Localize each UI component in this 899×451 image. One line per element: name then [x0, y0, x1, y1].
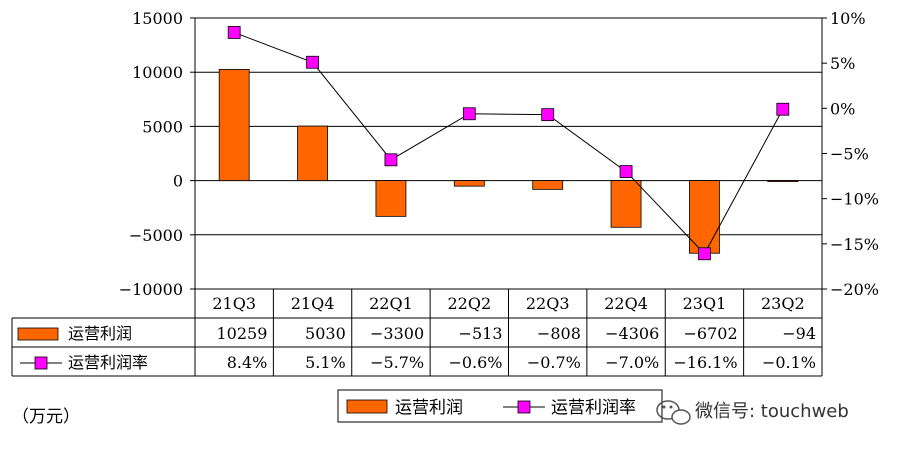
marker-21Q3	[227, 26, 241, 39]
axes	[190, 17, 827, 290]
marker-22Q2	[462, 107, 476, 121]
table-cell: −0.6%	[448, 353, 502, 372]
legend-marker-swatch	[517, 400, 531, 414]
row-label: 运营利润率	[68, 353, 148, 372]
bar-23Q2	[767, 180, 799, 183]
table-cell: −16.1%	[673, 353, 737, 372]
category-label: 21Q4	[291, 294, 335, 313]
category-label: 22Q1	[369, 294, 413, 313]
table-cell: −0.7%	[527, 353, 581, 372]
table-cell: −0.1%	[762, 353, 816, 372]
category-label: 23Q1	[683, 294, 727, 313]
table-cell: −6702	[684, 324, 738, 343]
right-tick-label: 5%	[830, 54, 855, 73]
bar-22Q3	[532, 180, 564, 190]
marker-21Q4	[306, 55, 319, 69]
left-tick-label: 0	[173, 172, 183, 191]
row-marker-swatch	[34, 356, 48, 370]
marker-23Q1	[698, 247, 711, 261]
table-cell: 10259	[216, 324, 267, 343]
legend-box	[337, 389, 663, 423]
right-tick-label: −20%	[830, 280, 879, 299]
left-tick-label: −5000	[129, 226, 183, 245]
right-tick-label: −10%	[830, 190, 879, 209]
marker-23Q2	[776, 102, 790, 116]
category-label: 21Q3	[212, 294, 256, 313]
table-cell: −5.7%	[370, 353, 424, 372]
margin-line	[234, 31, 784, 255]
bar-series	[218, 68, 799, 254]
left-axis-ticks: 15000 10000 5000 0 −5000 −10000	[119, 9, 183, 299]
table-cell: 8.4%	[227, 353, 268, 372]
category-label: 22Q2	[447, 294, 491, 313]
legend-item-line: 运营利润率	[551, 398, 636, 418]
bar-22Q4	[610, 180, 642, 228]
legend-bar-swatch	[346, 399, 388, 414]
right-tick-label: −5%	[830, 145, 869, 164]
watermark: 微信号: touchweb	[656, 400, 849, 425]
table-cell: 5.1%	[305, 353, 346, 372]
category-label: 22Q4	[604, 294, 648, 313]
left-tick-label: 5000	[142, 117, 183, 136]
data-table: 21Q3 21Q4 22Q1 22Q2 22Q3 22Q4 23Q1 23Q2 运营利润 1025…	[11, 289, 823, 377]
grid-lines	[195, 17, 822, 290]
marker-22Q1	[384, 153, 398, 167]
left-tick-label: −10000	[119, 280, 183, 299]
unit-label: （万元）	[12, 407, 80, 427]
marker-22Q3	[541, 108, 555, 122]
bar-22Q1	[375, 180, 407, 217]
category-label: 22Q3	[526, 294, 570, 313]
bar-21Q3	[218, 68, 250, 181]
watermark-text: 微信号: touchweb	[695, 401, 849, 422]
right-axis-ticks: 10% 5% 0% −5% −10% −15% −20%	[830, 9, 879, 299]
marker-22Q4	[619, 165, 633, 178]
left-tick-label: 15000	[132, 9, 183, 28]
legend: 运营利润 运营利润率	[337, 389, 663, 423]
wechat-icon	[656, 400, 691, 425]
table-cell: −94	[782, 324, 816, 343]
bar-22Q2	[453, 180, 485, 187]
table-cell: −7.0%	[605, 353, 659, 372]
left-tick-label: 10000	[132, 63, 183, 82]
category-label: 23Q2	[761, 294, 805, 313]
line-series	[227, 26, 790, 261]
table-cell: −513	[459, 324, 503, 343]
right-tick-label: 0%	[830, 99, 855, 118]
bar-21Q4	[297, 125, 328, 181]
table-cell: −4306	[605, 324, 659, 343]
right-tick-label: 10%	[830, 9, 866, 28]
table-cell: −808	[537, 324, 581, 343]
row-bar-swatch	[17, 327, 59, 341]
row-label: 运营利润	[68, 324, 132, 343]
table-cell: −3300	[370, 324, 424, 343]
table-cell: 5030	[305, 324, 346, 343]
right-tick-label: −15%	[830, 235, 879, 254]
legend-item-bar: 运营利润	[395, 398, 463, 418]
